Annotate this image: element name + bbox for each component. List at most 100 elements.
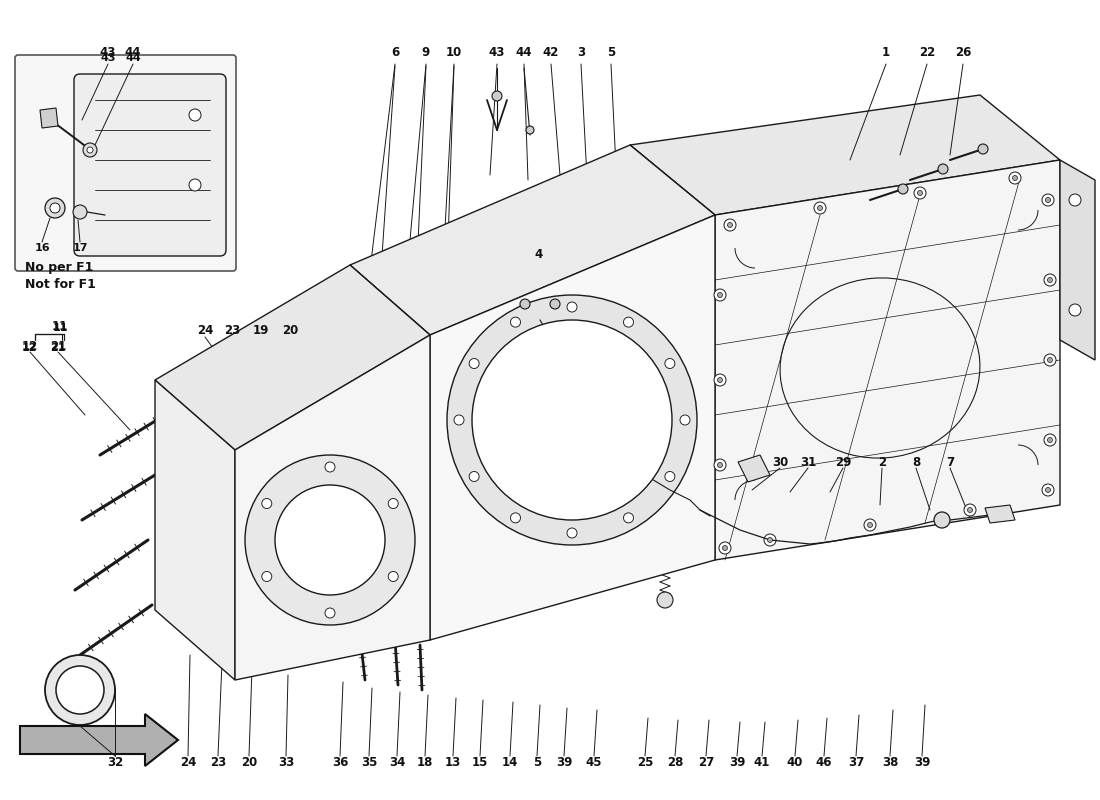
Polygon shape bbox=[738, 455, 770, 482]
Text: 9: 9 bbox=[422, 46, 430, 58]
Polygon shape bbox=[40, 108, 58, 128]
Circle shape bbox=[262, 571, 272, 582]
Circle shape bbox=[1012, 175, 1018, 181]
Circle shape bbox=[978, 144, 988, 154]
Text: 11: 11 bbox=[52, 319, 68, 333]
Text: Not for F1: Not for F1 bbox=[25, 278, 96, 290]
Text: 32: 32 bbox=[107, 755, 123, 769]
Text: 21: 21 bbox=[51, 343, 66, 353]
Text: 40: 40 bbox=[786, 755, 803, 769]
Circle shape bbox=[510, 317, 520, 327]
Circle shape bbox=[723, 546, 727, 550]
Text: euro: euro bbox=[588, 516, 651, 544]
Circle shape bbox=[898, 184, 907, 194]
Circle shape bbox=[469, 471, 480, 482]
Text: 10: 10 bbox=[446, 46, 462, 58]
Circle shape bbox=[914, 187, 926, 199]
Polygon shape bbox=[155, 380, 235, 680]
Circle shape bbox=[1047, 278, 1053, 282]
Circle shape bbox=[719, 542, 732, 554]
Circle shape bbox=[56, 666, 104, 714]
Circle shape bbox=[469, 358, 480, 369]
Circle shape bbox=[550, 299, 560, 309]
Circle shape bbox=[938, 164, 948, 174]
Text: 12: 12 bbox=[22, 339, 38, 353]
Circle shape bbox=[1044, 354, 1056, 366]
Circle shape bbox=[1044, 274, 1056, 286]
Circle shape bbox=[275, 485, 385, 595]
Text: 45: 45 bbox=[585, 755, 603, 769]
Text: 27: 27 bbox=[697, 755, 714, 769]
Polygon shape bbox=[1060, 160, 1094, 360]
Text: 2: 2 bbox=[878, 455, 887, 469]
Text: 5: 5 bbox=[532, 755, 541, 769]
Circle shape bbox=[520, 299, 530, 309]
Circle shape bbox=[526, 126, 534, 134]
Circle shape bbox=[1009, 172, 1021, 184]
Text: 44: 44 bbox=[124, 46, 141, 58]
Text: 41: 41 bbox=[754, 755, 770, 769]
Polygon shape bbox=[984, 505, 1015, 523]
Text: 39: 39 bbox=[914, 755, 931, 769]
Circle shape bbox=[324, 462, 336, 472]
Text: 39: 39 bbox=[729, 755, 745, 769]
Circle shape bbox=[768, 538, 772, 542]
Circle shape bbox=[764, 534, 776, 546]
FancyBboxPatch shape bbox=[74, 74, 226, 256]
Circle shape bbox=[717, 462, 723, 467]
Circle shape bbox=[82, 143, 97, 157]
Text: 21: 21 bbox=[50, 339, 66, 353]
Text: 7: 7 bbox=[946, 455, 954, 469]
Text: 24: 24 bbox=[179, 755, 196, 769]
Circle shape bbox=[1042, 484, 1054, 496]
Circle shape bbox=[680, 415, 690, 425]
Circle shape bbox=[934, 512, 950, 528]
Circle shape bbox=[864, 519, 876, 531]
Text: 22: 22 bbox=[918, 46, 935, 58]
Circle shape bbox=[717, 378, 723, 382]
Text: 12: 12 bbox=[21, 343, 36, 353]
Text: 37: 37 bbox=[848, 755, 865, 769]
Circle shape bbox=[714, 289, 726, 301]
Text: spares: spares bbox=[339, 406, 431, 434]
Circle shape bbox=[45, 655, 116, 725]
Text: 46: 46 bbox=[816, 755, 833, 769]
Text: 39: 39 bbox=[556, 755, 572, 769]
Text: 36: 36 bbox=[332, 755, 349, 769]
Text: 34: 34 bbox=[388, 755, 405, 769]
Text: 44: 44 bbox=[516, 46, 532, 58]
Polygon shape bbox=[715, 160, 1060, 560]
Text: spares: spares bbox=[639, 516, 732, 544]
Circle shape bbox=[664, 358, 675, 369]
Text: 43: 43 bbox=[488, 46, 505, 58]
Circle shape bbox=[388, 498, 398, 509]
Circle shape bbox=[245, 455, 415, 625]
Text: 43: 43 bbox=[100, 53, 116, 63]
Polygon shape bbox=[20, 714, 178, 766]
Circle shape bbox=[50, 203, 60, 213]
Text: 23: 23 bbox=[210, 755, 227, 769]
Circle shape bbox=[1047, 438, 1053, 442]
Text: euro: euro bbox=[288, 406, 352, 434]
Text: 26: 26 bbox=[955, 46, 971, 58]
Circle shape bbox=[727, 222, 733, 227]
Circle shape bbox=[814, 202, 826, 214]
Text: 20: 20 bbox=[241, 755, 257, 769]
Text: 23: 23 bbox=[224, 323, 240, 337]
Text: 20: 20 bbox=[282, 323, 298, 337]
Text: 3: 3 bbox=[576, 46, 585, 58]
Text: 1: 1 bbox=[882, 46, 890, 58]
Polygon shape bbox=[350, 265, 430, 640]
Circle shape bbox=[1045, 487, 1050, 493]
Text: 16: 16 bbox=[34, 243, 50, 253]
Circle shape bbox=[388, 571, 398, 582]
Circle shape bbox=[566, 528, 578, 538]
Circle shape bbox=[724, 219, 736, 231]
Circle shape bbox=[454, 415, 464, 425]
Text: 14: 14 bbox=[502, 755, 518, 769]
Polygon shape bbox=[350, 145, 715, 335]
Polygon shape bbox=[630, 145, 715, 560]
Circle shape bbox=[87, 147, 94, 153]
Text: 17: 17 bbox=[73, 243, 88, 253]
Text: 29: 29 bbox=[835, 455, 851, 469]
